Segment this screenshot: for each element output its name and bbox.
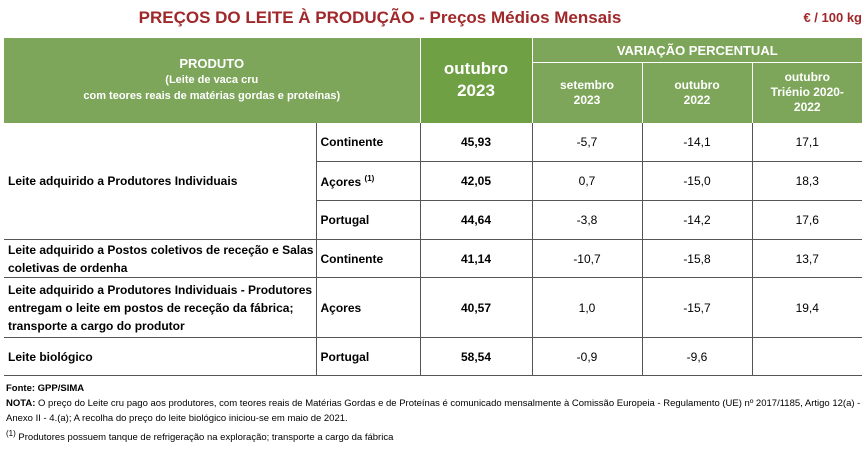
row-var-outubro-2022: -15,0 xyxy=(642,161,753,201)
footnote-text: Produtores possuem tanque de refrigeraçã… xyxy=(15,432,394,444)
product-header-sub1: (Leite de vaca cru xyxy=(165,74,259,87)
row-var-outubro-2022: -14,1 xyxy=(642,122,753,162)
row-var-setembro: -0,9 xyxy=(532,337,643,376)
col2-line1: outubro xyxy=(674,77,720,92)
row-var-setembro: 1,0 xyxy=(532,277,643,338)
variation-header: VARIAÇÃO PERCENTUAL xyxy=(532,38,862,63)
row-description: Leite biológico xyxy=(4,337,317,376)
row-region: Açores xyxy=(316,277,421,338)
col1-line2: 2023 xyxy=(573,92,601,107)
row-var-setembro: -5,7 xyxy=(532,122,643,162)
notes: Fonte: GPP/SIMA NOTA: O preço do Leite c… xyxy=(6,381,861,445)
row-var-trienio: 19,4 xyxy=(752,277,862,338)
col2-line2: 2022 xyxy=(683,92,711,107)
footnote: (1) Produtores possuem tanque de refrige… xyxy=(6,426,861,445)
row-region: Portugal xyxy=(316,200,421,240)
table-row: Leite adquirido a Produtores Individuais… xyxy=(4,122,862,240)
nota-note: NOTA: O preço do Leite cru pago aos prod… xyxy=(6,396,861,426)
table-row: Leite adquirido a Produtores Individuais… xyxy=(4,277,862,338)
row-description: Leite adquirido a Produtores Individuais… xyxy=(4,277,317,338)
row-region: Continente xyxy=(316,239,421,278)
row-region: Açores (1) xyxy=(316,161,421,201)
source-note: Fonte: GPP/SIMA xyxy=(6,381,861,396)
price-table: PRODUTO (Leite de vaca cru com teores re… xyxy=(4,38,862,376)
row-var-outubro-2022: -15,8 xyxy=(642,239,753,278)
row-price: 58,54 xyxy=(420,337,533,376)
row-price: 42,05 xyxy=(420,161,533,201)
col3-line2: Triénio 2020- xyxy=(770,85,844,100)
month-header: outubro 2023 xyxy=(420,38,533,123)
row-var-setembro: -10,7 xyxy=(532,239,643,278)
row-price: 45,93 xyxy=(420,122,533,162)
product-header-title: PRODUTO xyxy=(179,56,245,72)
product-header: PRODUTO (Leite de vaca cru com teores re… xyxy=(4,38,421,123)
row-var-trienio: 18,3 xyxy=(752,161,862,201)
col3-line3: 2022 xyxy=(793,100,821,115)
variation-col-setembro: setembro 2023 xyxy=(531,62,642,123)
table-row: Leite adquirido a Postos coletivos de re… xyxy=(4,239,862,278)
row-var-trienio xyxy=(752,337,862,376)
month-header-line1: outubro xyxy=(443,59,509,79)
row-price: 40,57 xyxy=(420,277,533,338)
nota-label: NOTA: xyxy=(6,398,36,409)
row-region: Portugal xyxy=(316,337,421,376)
row-description: Leite adquirido a Produtores Individuais xyxy=(4,122,317,240)
source-text: Fonte: GPP/SIMA xyxy=(6,383,85,394)
row-var-outubro-2022: -9,6 xyxy=(642,337,753,376)
unit-label: € / 100 kg xyxy=(803,10,862,25)
row-var-setembro: -3,8 xyxy=(532,200,643,240)
col3-line1: outubro xyxy=(784,70,830,85)
row-var-setembro: 0,7 xyxy=(532,161,643,201)
table-row: Leite biológico Portugal 58,54 -0,9 -9,6 xyxy=(4,337,862,376)
row-price: 41,14 xyxy=(420,239,533,278)
row-var-outubro-2022: -14,2 xyxy=(642,200,753,240)
row-price: 44,64 xyxy=(420,200,533,240)
variation-col-outubro-2022: outubro 2022 xyxy=(641,62,752,123)
footnote-marker: (1) xyxy=(364,173,375,183)
row-region: Continente xyxy=(316,122,421,162)
month-header-line2: 2023 xyxy=(457,81,495,101)
row-var-trienio: 17,1 xyxy=(752,122,862,162)
table-row: Portugal 44,64 -3,8 -14,2 17,6 xyxy=(4,200,862,240)
col1-line1: setembro xyxy=(559,77,615,92)
product-header-sub2: com teores reais de matérias gordas e pr… xyxy=(83,90,341,103)
row-var-trienio: 13,7 xyxy=(752,239,862,278)
table-row: Açores (1) 42,05 0,7 -15,0 18,3 xyxy=(4,161,862,201)
page-title: PREÇOS DO LEITE À PRODUÇÃO - Preços Médi… xyxy=(138,8,622,27)
row-region-label: Açores xyxy=(320,174,362,189)
row-var-trienio: 17,6 xyxy=(752,200,862,240)
row-var-outubro-2022: -15,7 xyxy=(642,277,753,338)
footnote-mark: (1) xyxy=(6,429,16,438)
row-description: Leite adquirido a Postos coletivos de re… xyxy=(4,239,317,278)
variation-col-trienio: outubro Triénio 2020- 2022 xyxy=(751,62,862,123)
nota-text: O preço do Leite cru pago aos produtores… xyxy=(6,398,861,424)
